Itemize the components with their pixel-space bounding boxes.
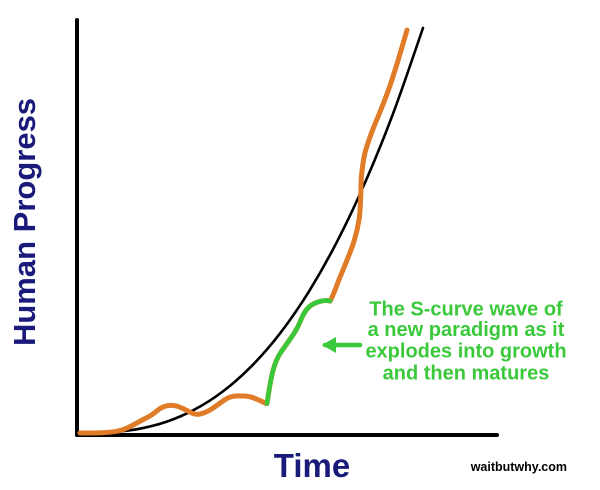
svg-text:Human Progress: Human Progress [7, 98, 42, 346]
svg-text:and then matures: and then matures [383, 363, 550, 385]
svg-text:a new paradigm as it: a new paradigm as it [368, 319, 565, 341]
svg-text:explodes into growth: explodes into growth [365, 341, 566, 363]
svg-text:Time: Time [274, 447, 350, 484]
svg-text:waitbutwhy.com: waitbutwhy.com [470, 460, 567, 474]
svg-text:The S-curve wave of: The S-curve wave of [369, 299, 563, 321]
